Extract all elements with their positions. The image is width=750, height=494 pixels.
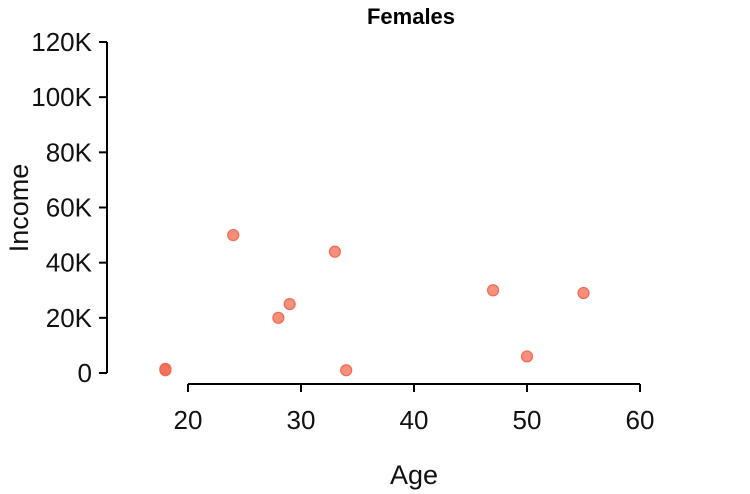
data-point — [577, 286, 590, 300]
x-tick-label: 30 — [287, 405, 316, 435]
data-point — [227, 228, 240, 242]
y-tick-label: 120K — [31, 27, 92, 57]
x-tick-label: 60 — [626, 405, 655, 435]
x-tick-label: 40 — [400, 405, 429, 435]
y-axis-label: Income — [4, 164, 34, 253]
y-tick-label: 100K — [31, 82, 92, 112]
x-tick-label: 50 — [513, 405, 542, 435]
y-tick-label: 60K — [46, 193, 93, 223]
y-tick-label: 20K — [46, 303, 93, 333]
data-points — [159, 228, 590, 377]
data-point — [283, 297, 296, 311]
data-point — [340, 364, 353, 377]
y-tick-label: 0 — [78, 358, 92, 388]
x-axis: 20 30 40 50 60 — [174, 383, 655, 435]
chart-title: Females — [367, 4, 455, 29]
data-point — [159, 364, 172, 377]
data-point — [272, 311, 285, 324]
data-point — [328, 245, 341, 258]
x-tick-label: 20 — [174, 405, 203, 435]
y-tick-label: 80K — [46, 137, 93, 167]
x-axis-label: Age — [390, 460, 438, 490]
y-tick-label: 40K — [46, 248, 93, 278]
data-point — [487, 284, 500, 297]
data-point — [520, 350, 534, 363]
y-axis: 0 20K 40K 60K 80K 100K 120K — [31, 27, 108, 388]
